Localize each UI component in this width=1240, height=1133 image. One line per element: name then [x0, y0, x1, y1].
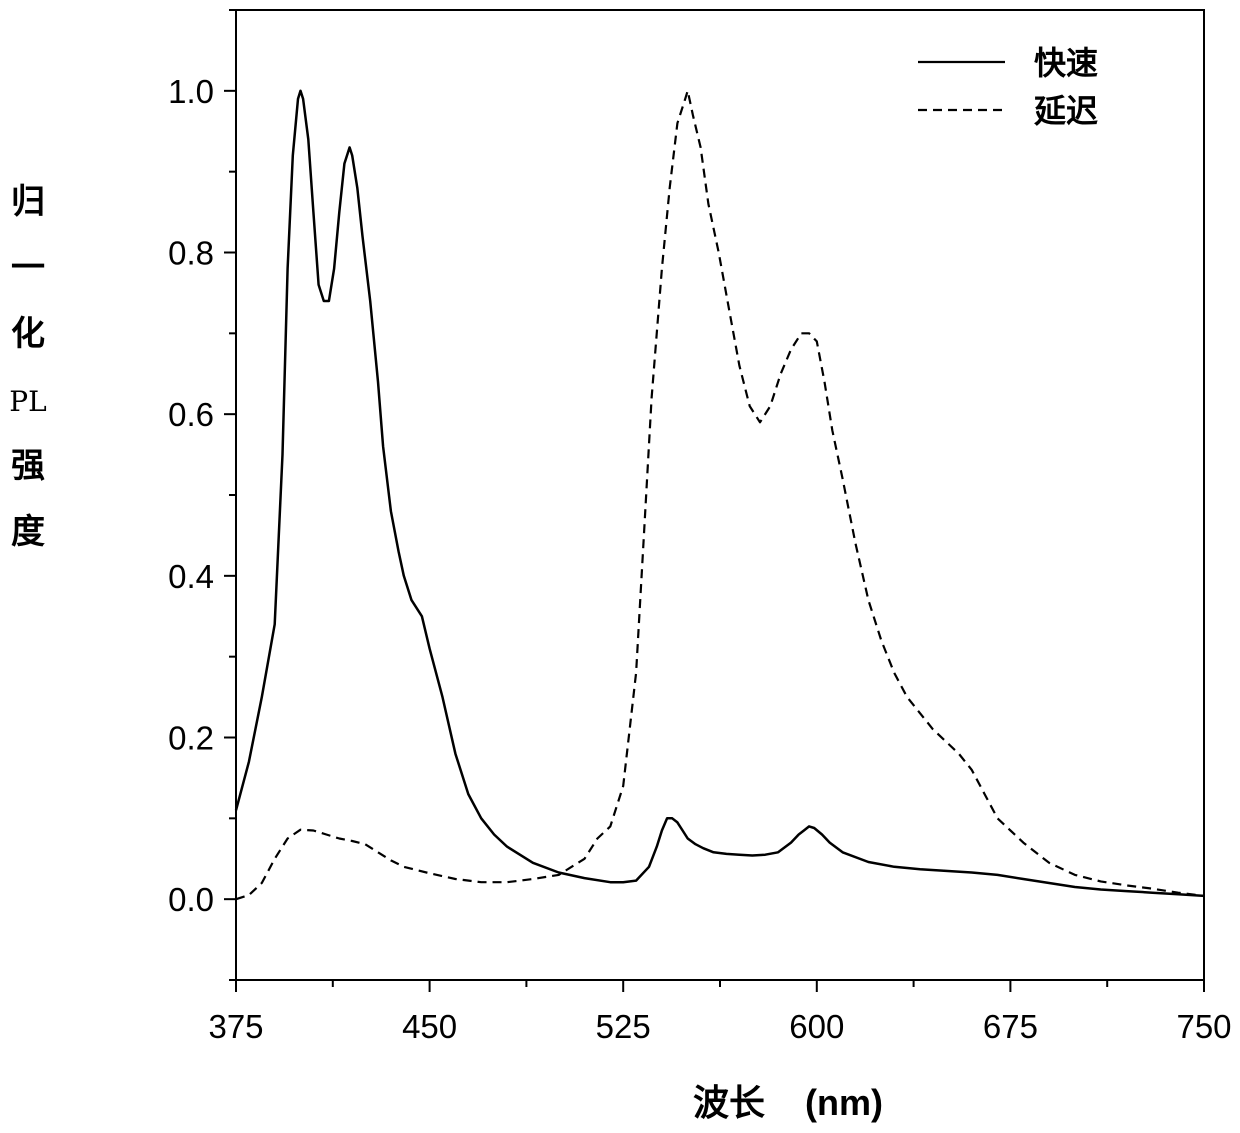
y-axis-title-char: 一: [11, 248, 45, 288]
y-axis: 0.0 0.2 0.4 0.6 0.8 1.0: [168, 10, 236, 980]
x-tick-label: 750: [1176, 1008, 1231, 1045]
x-tick-label: 675: [983, 1008, 1038, 1045]
y-axis-title-char: PL: [9, 385, 46, 418]
series-line-1: [236, 91, 1204, 896]
y-tick-label: 0.0: [168, 881, 214, 918]
x-tick-label: 375: [208, 1008, 263, 1045]
y-axis-title: 归一化 PL 强度: [9, 182, 46, 552]
x-axis-title: 波长 (nm): [693, 1082, 883, 1123]
series-line-2: [236, 91, 1204, 899]
y-axis-title-char: 归: [11, 182, 45, 222]
x-tick-label: 525: [596, 1008, 651, 1045]
plot-frame: [236, 10, 1204, 980]
y-axis-title-char: 强: [11, 446, 45, 486]
series-layer: [236, 91, 1204, 899]
plot-border: [236, 10, 1204, 980]
y-tick-label: 0.8: [168, 235, 214, 272]
legend: 快速延迟: [918, 44, 1098, 130]
x-tick-label: 450: [402, 1008, 457, 1045]
y-axis-title-char: 化: [11, 314, 45, 354]
y-tick-label: 1.0: [168, 73, 214, 110]
y-axis-title-char: 度: [11, 512, 45, 552]
legend-label-1: 快速: [1034, 44, 1098, 82]
x-axis: 375 450 525 600 675 750: [208, 980, 1231, 1045]
y-tick-label: 0.6: [168, 396, 214, 433]
y-tick-label: 0.2: [168, 720, 214, 757]
legend-label-2: 延迟: [1033, 92, 1098, 130]
y-tick-label: 0.4: [168, 558, 214, 595]
x-tick-label: 600: [789, 1008, 844, 1045]
